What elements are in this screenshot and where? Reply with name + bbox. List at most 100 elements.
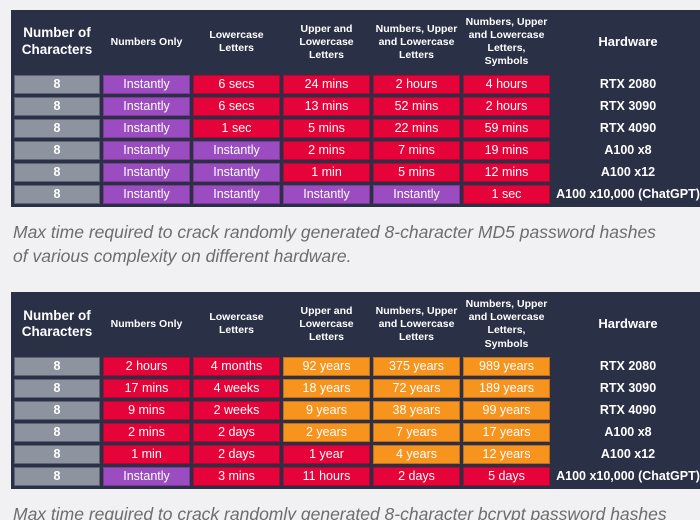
hardware-cell: RTX 4090	[599, 403, 657, 418]
time-cell: 2 hours	[463, 96, 550, 116]
column-header: Numbers, Upper and Lowercase Letters	[375, 22, 458, 61]
time-cell: 22 mins	[373, 118, 460, 138]
chars-cell: 8	[14, 378, 100, 398]
time-cell: 2 days	[193, 422, 280, 442]
time-cell: Instantly	[283, 184, 370, 204]
md5-table-section: Number of Characters Numbers Only Lowercas…	[11, 10, 700, 269]
column-header: Numbers Only	[110, 35, 183, 48]
column-header: Upper and Lowercase Letters	[299, 22, 354, 61]
time-cell: Instantly	[103, 74, 190, 94]
time-cell: 2 hours	[103, 356, 190, 376]
time-cell: 99 years	[463, 400, 550, 420]
chars-cell: 8	[14, 466, 100, 486]
password-crack-table-md5: Number of Characters Numbers Only Lowercas…	[11, 10, 700, 207]
time-cell: 92 years	[283, 356, 370, 376]
time-cell: 1 year	[283, 444, 370, 464]
time-cell: 375 years	[373, 356, 460, 376]
time-cell: 59 mins	[463, 118, 550, 138]
time-cell: 7 mins	[373, 140, 460, 160]
time-cell: 2 days	[373, 466, 460, 486]
time-cell: 52 mins	[373, 96, 460, 116]
time-cell: 1 sec	[193, 118, 280, 138]
chars-cell: 8	[14, 184, 100, 204]
chars-cell: 8	[14, 162, 100, 182]
time-cell: Instantly	[373, 184, 460, 204]
table-row: 8 Instantly 3 mins 11 hours 2 days 5 days A100…	[14, 466, 700, 486]
chars-cell: 8	[14, 74, 100, 94]
table-row: 8 17 mins 4 weeks 18 years 72 years 189 years…	[14, 378, 700, 398]
time-cell: 38 years	[373, 400, 460, 420]
hardware-cell: A100 x8	[604, 425, 652, 440]
column-header: Upper and Lowercase Letters	[299, 304, 354, 343]
time-cell: Instantly	[193, 140, 280, 160]
time-cell: 7 years	[373, 422, 460, 442]
hardware-cell: RTX 2080	[599, 359, 657, 374]
hardware-cell: A100 x12	[600, 165, 656, 179]
time-cell: Instantly	[193, 184, 280, 204]
column-header: Number of Characters	[21, 307, 93, 340]
hardware-cell: A100 x10,000 (ChatGPT)	[556, 469, 700, 484]
time-cell: 18 years	[283, 378, 370, 398]
time-cell: Instantly	[103, 162, 190, 182]
time-cell: 5 days	[463, 466, 550, 486]
column-header: Number of Characters	[21, 25, 93, 58]
time-cell: 4 years	[373, 444, 460, 464]
time-cell: 189 years	[463, 378, 550, 398]
time-cell: 5 mins	[283, 118, 370, 138]
time-cell: Instantly	[103, 96, 190, 116]
table-row: 8 Instantly Instantly 1 min 5 mins 12 mins A10…	[14, 162, 700, 182]
column-header: Hardware	[598, 316, 658, 332]
time-cell: Instantly	[193, 162, 280, 182]
time-cell: 2 days	[193, 444, 280, 464]
bcrypt-table-section: Number of Characters Numbers Only Lowercas…	[11, 292, 700, 520]
chars-cell: 8	[14, 118, 100, 138]
table-row: 8 Instantly Instantly 2 mins 7 mins 19 mins A1…	[14, 140, 700, 160]
time-cell: Instantly	[103, 140, 190, 160]
time-cell: 2 weeks	[193, 400, 280, 420]
time-cell: 24 mins	[283, 74, 370, 94]
column-header: Numbers Only	[110, 317, 183, 330]
time-cell: 17 mins	[103, 378, 190, 398]
time-cell: 6 secs	[193, 74, 280, 94]
column-header: Numbers, Upper and Lowercase Letters, Sy…	[465, 298, 548, 350]
time-cell: 1 min	[283, 162, 370, 182]
hardware-cell: RTX 4090	[599, 121, 657, 135]
table-row: 8 Instantly 1 sec 5 mins 22 mins 59 mins RTX 4…	[14, 118, 700, 138]
time-cell: 17 years	[463, 422, 550, 442]
hardware-cell: A100 x10,000 (ChatGPT)	[556, 187, 700, 201]
time-cell: 4 months	[193, 356, 280, 376]
time-cell: 12 mins	[463, 162, 550, 182]
time-cell: 19 mins	[463, 140, 550, 160]
time-cell: Instantly	[103, 466, 190, 486]
time-cell: 9 years	[283, 400, 370, 420]
hardware-cell: A100 x8	[604, 143, 652, 157]
time-cell: 2 years	[283, 422, 370, 442]
column-header: Lowercase Letters	[209, 311, 264, 337]
chars-cell: 8	[14, 356, 100, 376]
time-cell: 5 mins	[373, 162, 460, 182]
time-cell: Instantly	[103, 118, 190, 138]
hardware-cell: RTX 2080	[599, 77, 657, 91]
column-header: Hardware	[598, 34, 658, 50]
table-row: 8 Instantly Instantly Instantly Instantly 1 s…	[14, 184, 700, 204]
chars-cell: 8	[14, 140, 100, 160]
time-cell: 9 mins	[103, 400, 190, 420]
time-cell: 4 hours	[463, 74, 550, 94]
hardware-cell: A100 x12	[600, 447, 656, 462]
hardware-cell: RTX 3090	[599, 381, 657, 396]
md5-table-caption: Max time required to crack randomly gene…	[13, 221, 656, 267]
password-crack-table-bcrypt: Number of Characters Numbers Only Lowercas…	[11, 292, 700, 489]
table-row: 8 Instantly 6 secs 13 mins 52 mins 2 hours RTX…	[14, 96, 700, 116]
time-cell: 3 mins	[193, 466, 280, 486]
column-header: Numbers, Upper and Lowercase Letters, Sy…	[465, 16, 548, 68]
time-cell: 11 hours	[283, 466, 370, 486]
chars-cell: 8	[14, 400, 100, 420]
chars-cell: 8	[14, 96, 100, 116]
time-cell: 1 sec	[463, 184, 550, 204]
hardware-cell: RTX 3090	[599, 99, 657, 113]
column-header: Lowercase Letters	[209, 29, 264, 55]
column-header: Numbers, Upper and Lowercase Letters	[375, 304, 458, 343]
